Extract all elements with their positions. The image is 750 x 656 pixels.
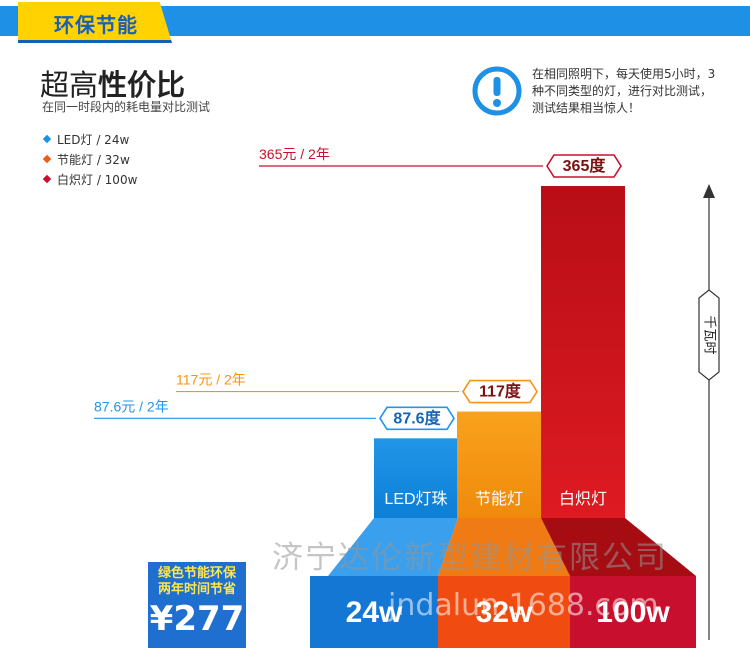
cost-label: 117元 / 2年	[176, 372, 246, 388]
value-tag	[462, 379, 538, 404]
base-slab-top	[541, 518, 696, 576]
bar	[374, 438, 458, 518]
base-slab-top	[328, 518, 458, 576]
section-tab: 环保节能	[18, 2, 172, 43]
cost-label: 87.6元 / 2年	[94, 398, 169, 414]
y-axis-label-box	[698, 289, 720, 381]
wattage-label: 32w	[476, 596, 533, 629]
savings-badge: 绿色节能环保 两年时间节省 ¥277	[148, 562, 246, 648]
bar	[541, 186, 625, 518]
bar-category-label: 节能灯	[475, 490, 523, 508]
bar-category-label: LED灯珠	[384, 490, 447, 508]
legend-item-led: LED灯 / 24w	[42, 130, 137, 150]
cost-label: 365元 / 2年	[259, 146, 330, 162]
bar	[457, 411, 541, 518]
wattage-label: 24w	[346, 596, 403, 629]
legend-label: 白炽灯 / 100w	[57, 173, 138, 187]
notice-text: 在相同照明下，每天使用5小时，3种不同类型的灯，进行对比测试，测试结果相当惊人！	[532, 67, 716, 115]
y-axis-label: 千瓦时	[703, 315, 718, 354]
legend-label: LED灯 / 24w	[57, 133, 130, 147]
value-label: 87.6度	[393, 408, 441, 427]
legend-item-cfl: 节能灯 / 32w	[42, 150, 137, 170]
wattage-label: 100w	[596, 596, 670, 629]
title-normal: 超高	[40, 68, 99, 102]
value-label: 117度	[479, 382, 522, 401]
base-slab-face	[570, 576, 696, 648]
page-title: 超高性价比	[40, 62, 185, 104]
base-slab-face	[310, 576, 438, 648]
value-label: 365度	[563, 156, 607, 175]
bar-category-label: 白炽灯	[559, 490, 607, 508]
y-axis-arrow	[703, 184, 715, 198]
value-tag	[379, 406, 455, 431]
page-subtitle: 在同一时段内的耗电量对比测试	[42, 100, 211, 114]
title-bold: 性价比	[98, 68, 186, 102]
badge-line-2: 两年时间节省	[157, 582, 236, 597]
exclamation-circle-icon	[472, 66, 522, 116]
base-slab-face	[438, 576, 570, 648]
top-banner: 环保节能	[0, 0, 750, 44]
legend: LED灯 / 24w 节能灯 / 32w 白炽灯 / 100w	[42, 130, 138, 190]
section-tab-label: 环保节能	[54, 13, 138, 37]
legend-label: 节能灯 / 32w	[57, 153, 130, 167]
badge-line-1: 绿色节能环保	[157, 566, 236, 581]
value-tag	[546, 154, 622, 178]
base-slab-top	[438, 518, 570, 576]
badge-amount: ¥277	[149, 599, 245, 639]
legend-item-incandescent: 白炽灯 / 100w	[42, 170, 138, 190]
